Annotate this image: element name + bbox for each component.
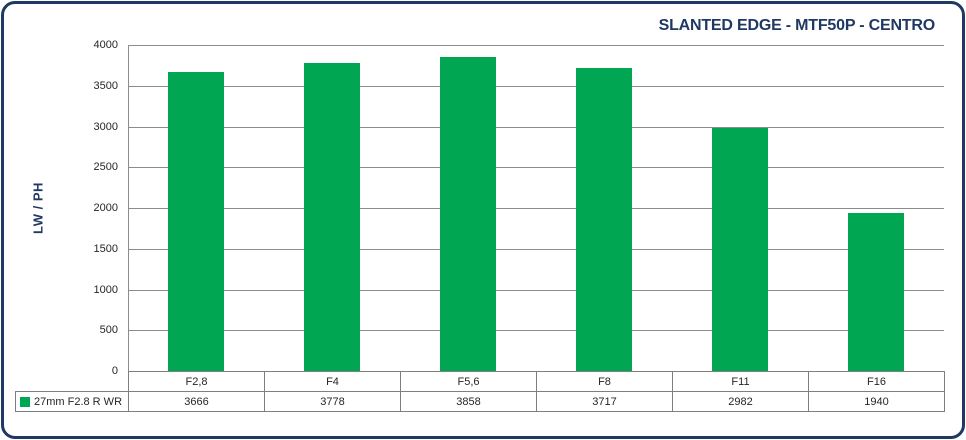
category-cell: F4 bbox=[264, 371, 401, 392]
gridline bbox=[128, 249, 944, 250]
bar-F5,6 bbox=[440, 57, 496, 371]
y-tick-label: 1500 bbox=[93, 243, 118, 255]
gridline bbox=[128, 208, 944, 209]
category-cell: F2,8 bbox=[128, 371, 265, 392]
gridline bbox=[128, 290, 944, 291]
category-cell: F11 bbox=[672, 371, 809, 392]
category-cell: F8 bbox=[536, 371, 673, 392]
bar-F11 bbox=[712, 128, 768, 371]
y-tick-label: 500 bbox=[99, 324, 118, 336]
y-tick-label: 4000 bbox=[93, 39, 118, 51]
legend-swatch-icon bbox=[20, 396, 30, 407]
y-tick-label: 0 bbox=[111, 365, 118, 377]
bar-F4 bbox=[304, 63, 360, 371]
gridline bbox=[128, 127, 944, 128]
y-tick-label: 1000 bbox=[93, 284, 118, 296]
y-tick-label: 2000 bbox=[93, 202, 118, 214]
legend-series-name: 27mm F2.8 R WR bbox=[34, 395, 123, 408]
bar-F2,8 bbox=[168, 72, 224, 371]
gridline bbox=[128, 86, 944, 87]
value-cell: 3858 bbox=[400, 391, 537, 412]
chart-title: SLANTED EDGE - MTF50P - CENTRO bbox=[658, 17, 936, 34]
y-tick-label: 3500 bbox=[93, 80, 118, 92]
y-tick-label: 3000 bbox=[93, 121, 118, 133]
category-cell: F5,6 bbox=[400, 371, 537, 392]
y-tick-label: 2500 bbox=[93, 161, 118, 173]
value-cell: 3666 bbox=[128, 391, 265, 412]
gridline bbox=[128, 330, 944, 331]
value-cell: 3717 bbox=[536, 391, 673, 412]
bar-F8 bbox=[576, 68, 632, 371]
category-cell: F16 bbox=[808, 371, 945, 392]
value-cell: 2982 bbox=[672, 391, 809, 412]
bar-F16 bbox=[848, 213, 904, 371]
y-axis-line bbox=[128, 45, 129, 372]
value-cell: 3778 bbox=[264, 391, 401, 412]
legend-cell: 27mm F2.8 R WR bbox=[15, 391, 129, 412]
value-cell: 1940 bbox=[808, 391, 945, 412]
gridline bbox=[128, 167, 944, 168]
gridline bbox=[128, 45, 944, 46]
